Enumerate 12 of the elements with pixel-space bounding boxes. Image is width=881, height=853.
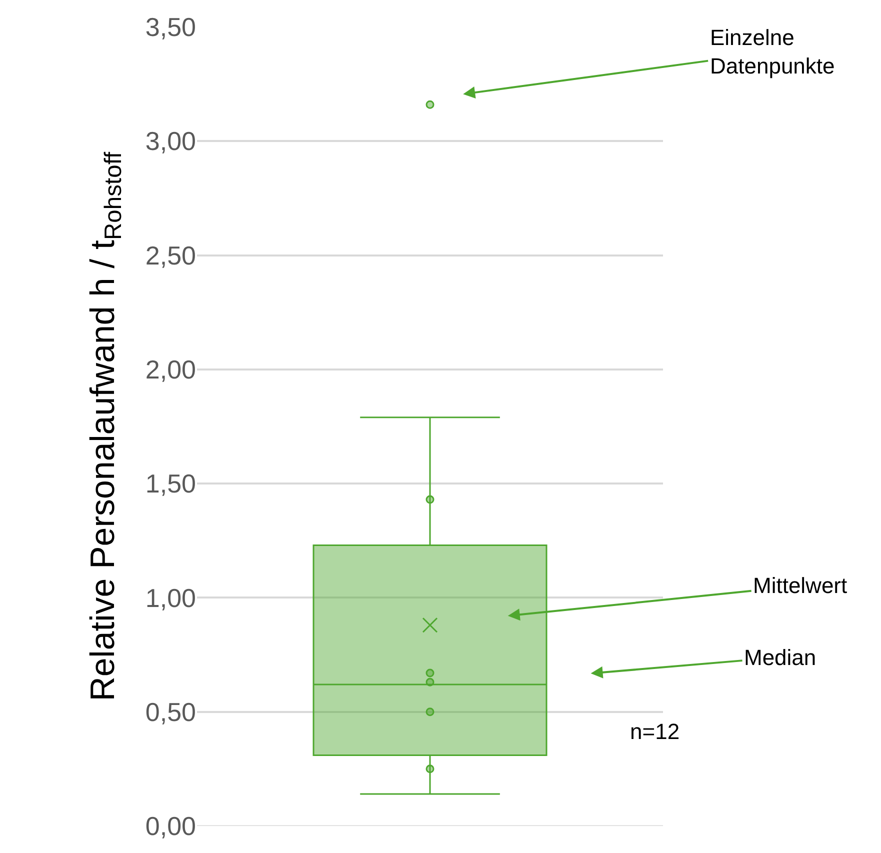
y-tick-label: 3,00 xyxy=(145,126,196,156)
y-tick-label: 1,00 xyxy=(145,582,196,613)
text: Einzelne Datenpunkte xyxy=(710,25,835,79)
y-tick-label: 2,50 xyxy=(145,240,196,270)
y-tick-label: 2,00 xyxy=(145,354,196,385)
y-tick-label: 1,50 xyxy=(145,468,196,499)
y-tick-label: 3,50 xyxy=(145,12,196,42)
text: Median xyxy=(744,645,816,670)
text: Mittelwert xyxy=(753,573,848,598)
y-tick-label: 0,00 xyxy=(145,811,196,842)
y-tick-label: 0,50 xyxy=(145,696,196,727)
annotation: n=12 xyxy=(630,719,680,744)
